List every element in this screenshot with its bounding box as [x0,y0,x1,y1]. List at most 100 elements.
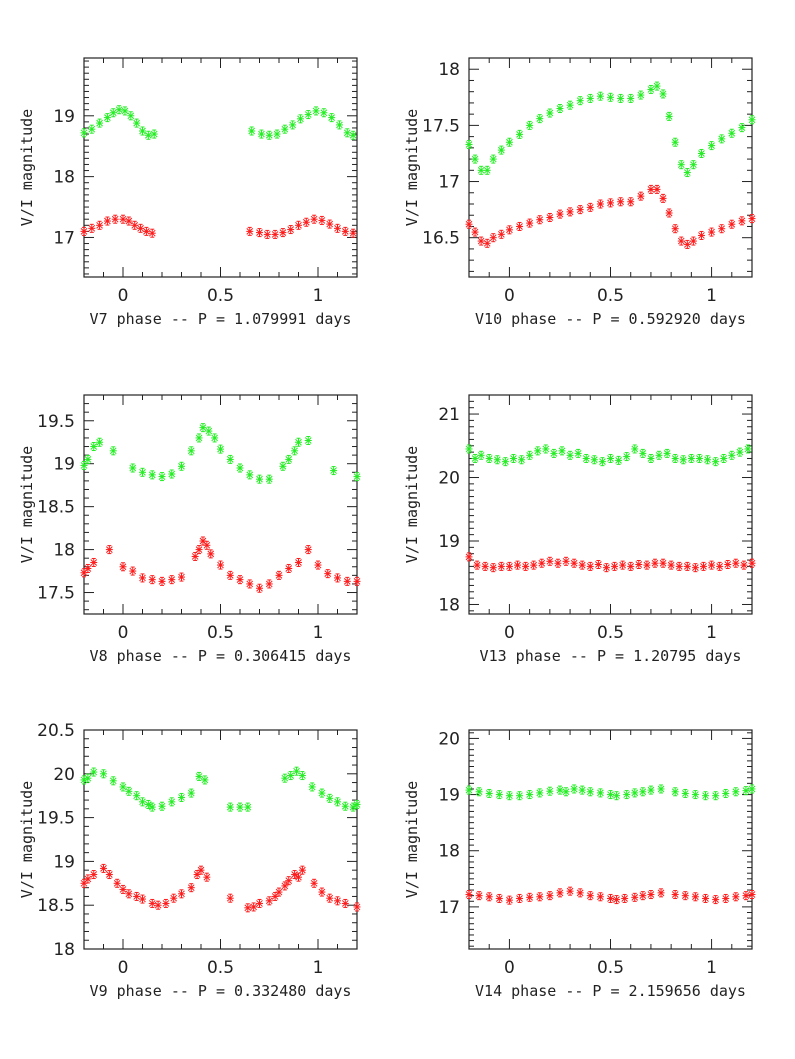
data-point [349,228,357,238]
data-point [324,569,332,579]
data-point [627,93,635,103]
data-point [485,788,493,798]
data-point [471,154,479,164]
data-point [296,114,304,124]
data-point [697,148,705,158]
data-point [566,207,574,217]
data-point [310,214,318,224]
data-point [293,766,301,776]
data-point [131,220,139,230]
data-point [304,436,312,446]
data-point [497,229,505,239]
data-point [330,466,338,476]
data-point [256,583,263,593]
data-point [501,457,509,467]
data-point [318,788,326,798]
data-point [226,893,234,903]
data-point [353,902,361,912]
data-point [125,889,133,899]
y-tick-label: 19.5 [37,412,75,432]
data-point [197,865,205,875]
data-point [465,785,473,795]
data-point [465,219,473,229]
data-point [191,551,199,561]
data-point [607,198,614,208]
data-point [195,433,203,443]
data-point [677,160,685,170]
series-i [80,766,361,812]
data-point [349,802,357,812]
data-point [105,870,113,880]
data-point [708,227,716,237]
data-point [554,558,562,568]
data-point [691,790,699,800]
data-point [226,570,234,580]
data-point [187,446,195,456]
data-point [602,563,610,573]
y-tick-label: 19 [53,455,75,475]
x-tick-label: 1 [313,958,324,978]
data-point [84,874,92,884]
data-point [326,793,334,803]
data-point [722,788,730,798]
data-point [643,560,651,570]
data-point [139,467,146,477]
data-point [637,191,645,201]
data-point [712,791,720,801]
data-point [691,563,699,573]
data-point [485,453,493,463]
data-point [119,562,127,572]
data-point [158,576,166,586]
data-point [289,120,297,130]
data-point [203,872,211,882]
data-point [663,448,671,458]
data-point [495,790,503,800]
data-point [742,891,750,901]
data-point [556,888,564,898]
data-point [125,216,133,226]
x-tick-label: 0.5 [207,958,234,978]
y-tick-label: 18 [438,595,460,615]
data-point [489,154,497,164]
data-point [285,454,293,464]
data-point [738,123,746,133]
data-point [265,579,273,589]
data-point [586,561,594,571]
data-point [647,453,655,463]
x-tick-label: 0.5 [207,623,234,643]
data-point [671,787,679,797]
data-point [718,134,726,144]
data-point [250,902,258,912]
data-point [265,474,273,484]
data-point [566,100,574,110]
data-point [526,218,534,228]
data-point [133,791,141,801]
x-tick-label: 0 [504,623,515,643]
x-tick-label: 0 [118,623,129,643]
data-point [265,896,273,906]
data-point [582,453,590,463]
x-tick-label: 0.5 [597,623,624,643]
data-point [627,197,635,207]
y-tick-label: 17.5 [422,116,460,136]
series-v [465,184,756,249]
data-point [244,802,252,812]
data-point [657,784,665,794]
data-point [665,111,673,121]
data-point [635,559,643,569]
data-point [740,560,748,570]
data-point [178,792,185,802]
data-point [271,229,279,239]
data-point [586,93,594,103]
data-point [736,447,744,457]
data-point [170,893,178,903]
data-point [84,563,92,573]
data-point [687,453,695,463]
data-point [334,896,341,906]
y-axis-title: V/I magnitude [403,446,421,563]
data-point [621,893,629,903]
data-point [473,560,481,570]
data-point [617,197,625,207]
data-point [90,767,98,777]
